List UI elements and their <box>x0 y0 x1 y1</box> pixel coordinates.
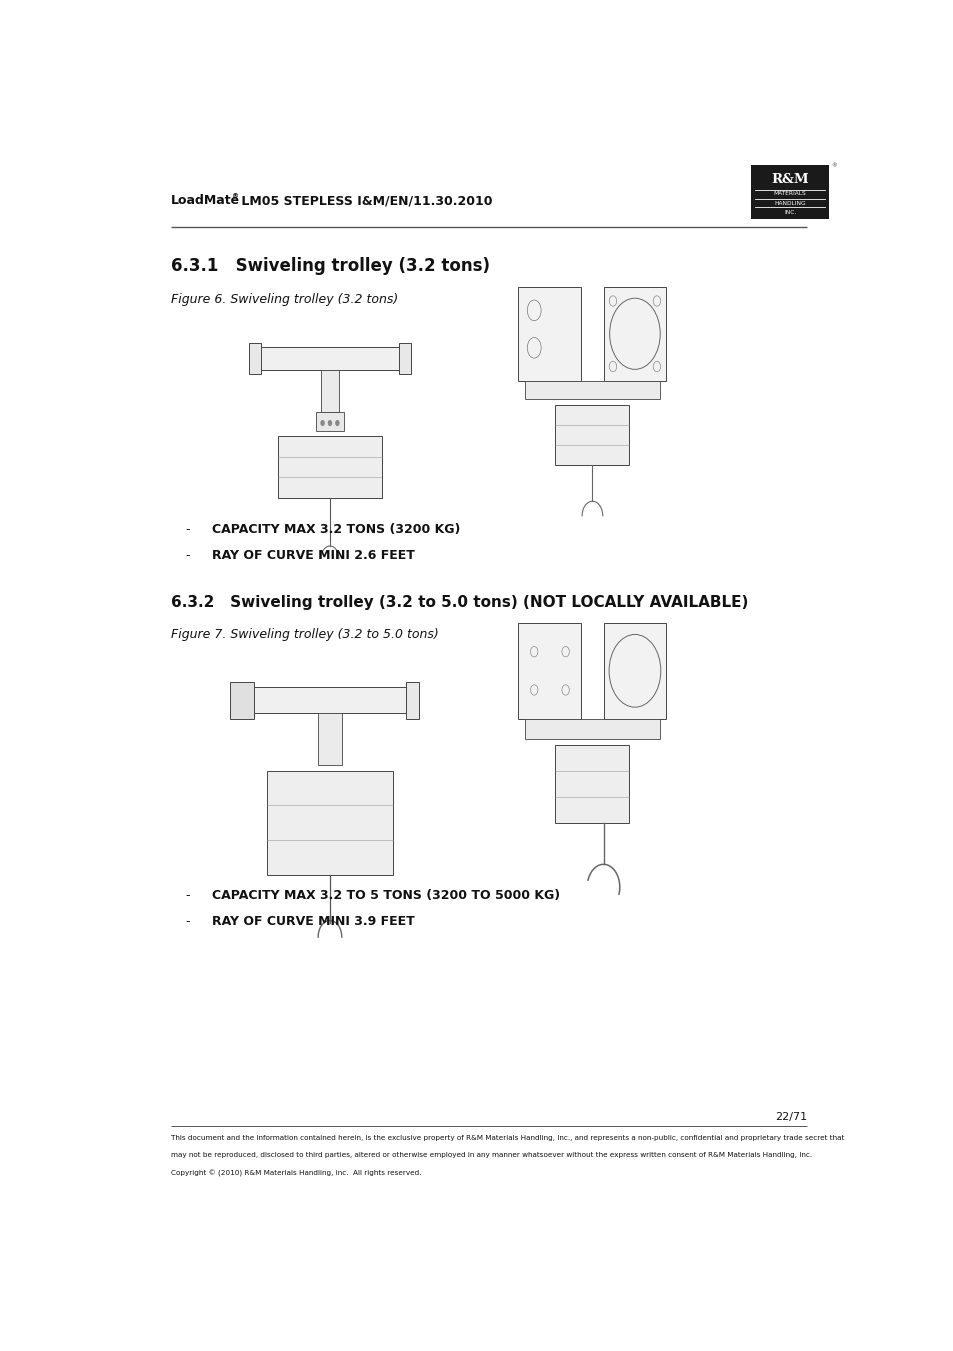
Text: -: - <box>186 523 190 536</box>
Text: MATERIALS: MATERIALS <box>773 192 805 196</box>
Bar <box>406 682 419 719</box>
Bar <box>555 744 629 823</box>
Text: ®: ® <box>233 193 239 200</box>
Bar <box>315 412 344 431</box>
Bar <box>603 623 665 719</box>
Bar <box>267 770 393 874</box>
Circle shape <box>320 420 324 426</box>
Text: INC.: INC. <box>783 209 796 215</box>
Bar <box>751 165 828 219</box>
Text: Figure 7. Swiveling trolley (3.2 to 5.0 tons): Figure 7. Swiveling trolley (3.2 to 5.0 … <box>171 628 438 640</box>
Bar <box>555 404 629 465</box>
Text: ®: ® <box>830 163 836 168</box>
Text: -: - <box>186 549 190 562</box>
Bar <box>603 286 665 381</box>
Text: 22/71: 22/71 <box>774 1112 806 1123</box>
Text: This document and the information contained herein, is the exclusive property of: This document and the information contai… <box>171 1135 843 1140</box>
Bar <box>518 286 580 381</box>
Text: -: - <box>186 915 190 928</box>
Text: LoadMate: LoadMate <box>171 195 240 207</box>
Bar <box>518 623 580 719</box>
Bar <box>259 347 400 370</box>
Bar <box>230 682 253 719</box>
Text: RAY OF CURVE MINI 2.6 FEET: RAY OF CURVE MINI 2.6 FEET <box>212 549 415 562</box>
Bar <box>317 713 341 766</box>
Text: -: - <box>186 889 190 902</box>
Bar <box>252 688 407 713</box>
Text: Copyright © (2010) R&M Materials Handling, Inc.  All rights reserved.: Copyright © (2010) R&M Materials Handlin… <box>171 1170 421 1177</box>
Text: may not be reproduced, disclosed to third parties, altered or otherwise employed: may not be reproduced, disclosed to thir… <box>171 1152 811 1158</box>
Text: 6.3.2   Swiveling trolley (3.2 to 5.0 tons) (NOT LOCALLY AVAILABLE): 6.3.2 Swiveling trolley (3.2 to 5.0 tons… <box>171 594 747 609</box>
Text: LM05 STEPLESS I&M/EN/11.30.2010: LM05 STEPLESS I&M/EN/11.30.2010 <box>236 195 492 207</box>
Bar <box>524 719 659 739</box>
Bar <box>398 343 410 374</box>
Text: RAY OF CURVE MINI 3.9 FEET: RAY OF CURVE MINI 3.9 FEET <box>212 915 414 928</box>
Bar <box>524 381 659 400</box>
Text: CAPACITY MAX 3.2 TONS (3200 KG): CAPACITY MAX 3.2 TONS (3200 KG) <box>212 523 459 536</box>
Bar <box>320 370 339 412</box>
Text: HANDLING: HANDLING <box>774 200 805 205</box>
Text: Figure 6. Swiveling trolley (3.2 tons): Figure 6. Swiveling trolley (3.2 tons) <box>171 293 397 305</box>
Circle shape <box>335 420 339 426</box>
Circle shape <box>328 420 332 426</box>
Text: R&M: R&M <box>771 173 808 186</box>
Bar <box>278 436 381 499</box>
Text: 6.3.1   Swiveling trolley (3.2 tons): 6.3.1 Swiveling trolley (3.2 tons) <box>171 257 490 276</box>
Text: CAPACITY MAX 3.2 TO 5 TONS (3200 TO 5000 KG): CAPACITY MAX 3.2 TO 5 TONS (3200 TO 5000… <box>212 889 559 902</box>
Bar <box>249 343 261 374</box>
